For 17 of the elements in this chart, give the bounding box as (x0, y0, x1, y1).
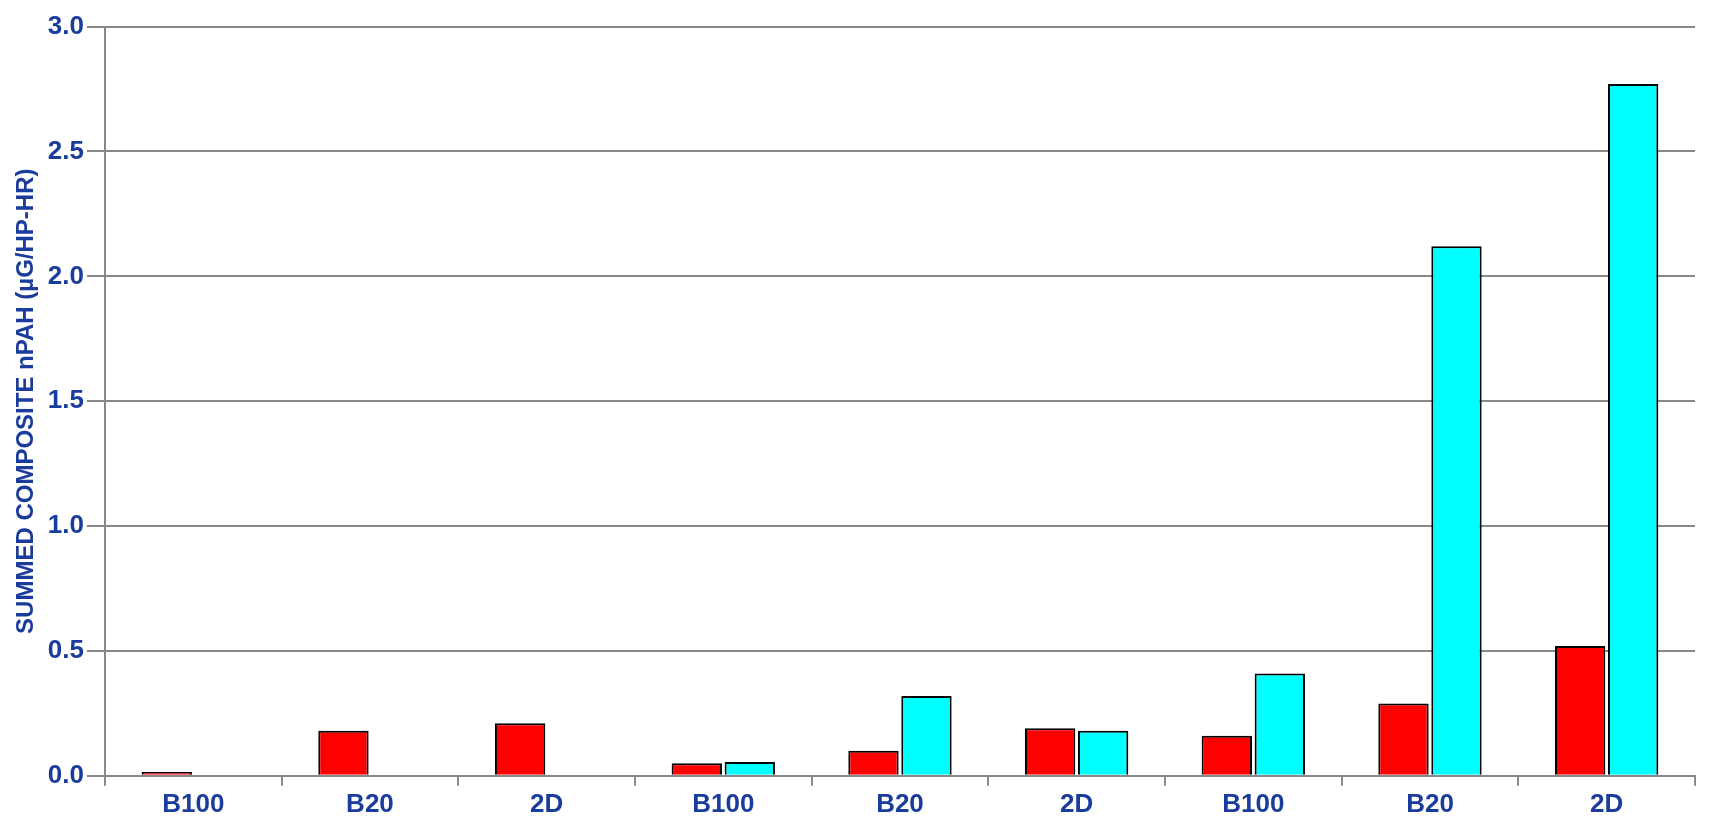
y-tick-label: 0.0 (47, 758, 84, 789)
y-tick-label: 3.0 (47, 9, 84, 40)
x-tick-label: B20 (1406, 787, 1454, 818)
y-tick-label: 2.5 (47, 134, 84, 165)
x-tick-label: 2D (1590, 787, 1624, 818)
y-axis-title: SUMMED COMPOSITE nPAH (µG/HP-HR) (11, 168, 39, 634)
x-tick-label: B100 (162, 787, 225, 818)
y-tick-label: 1.5 (47, 384, 84, 415)
y-tick-label: 1.0 (47, 509, 84, 540)
x-tick-label: B100 (1222, 787, 1285, 818)
x-tick-label: B20 (346, 787, 394, 818)
x-tick-label: B20 (876, 787, 924, 818)
x-tick-label: B100 (692, 787, 755, 818)
x-tick-label: 2D (530, 787, 564, 818)
x-tick-label: 2D (1060, 787, 1094, 818)
y-tick-label: 0.5 (47, 634, 84, 665)
y-tick-label: 2.0 (47, 259, 84, 290)
